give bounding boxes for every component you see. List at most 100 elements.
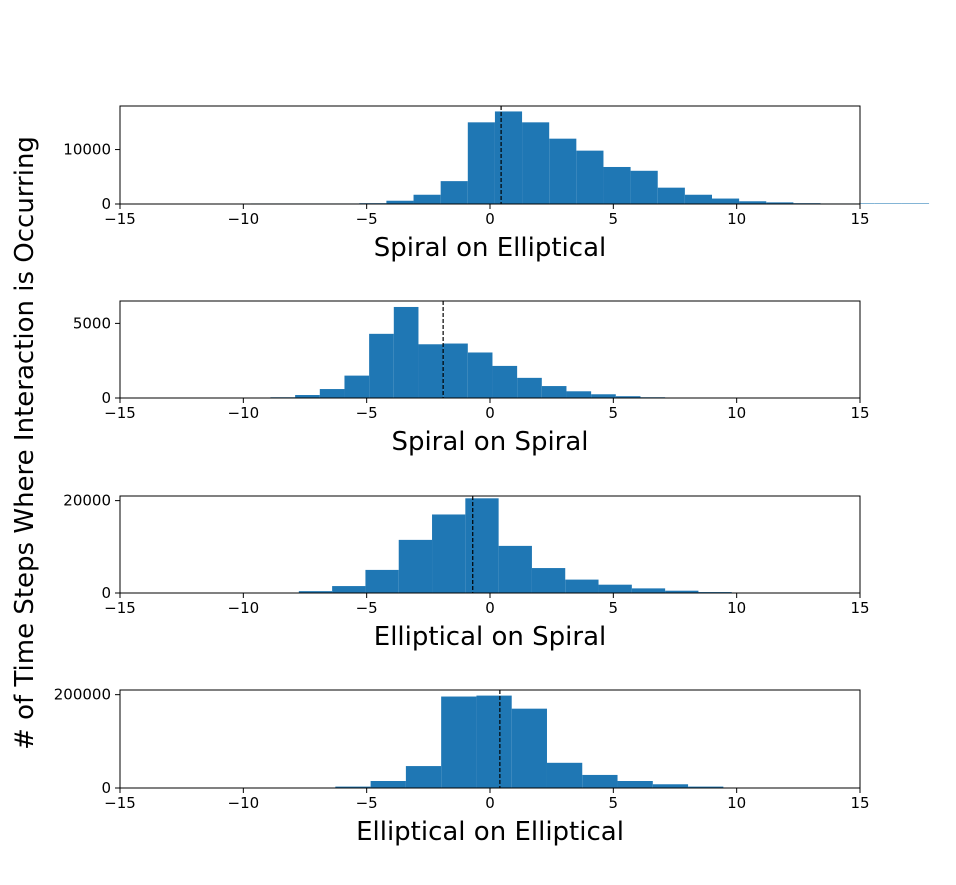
- x-tick-label: 10: [727, 404, 746, 422]
- histogram-bar: [546, 762, 583, 788]
- x-axis-label: Spiral on Spiral: [391, 427, 588, 457]
- x-tick-label: −15: [104, 599, 136, 617]
- histogram-bar: [393, 306, 419, 398]
- histogram-bar: [766, 202, 794, 204]
- subplot-3: −15 −10 −5 0 5 10 15 0 20000 Elliptical on Spiral: [63, 492, 869, 652]
- histogram-bar: [615, 396, 641, 398]
- x-tick-label: 15: [850, 404, 869, 422]
- shared-y-axis-label: # of Time Steps Where Interaction is Occ…: [10, 136, 40, 750]
- x-tick-label: 10: [727, 794, 746, 812]
- x-axis-label: Spiral on Elliptical: [374, 233, 606, 263]
- histogram-bar: [295, 395, 320, 398]
- x-tick-label: 0: [485, 404, 495, 422]
- x-tick-label: −15: [104, 404, 136, 422]
- x-tick-label: 5: [609, 599, 619, 617]
- histogram-bar: [443, 343, 468, 398]
- x-tick-label: 15: [850, 794, 869, 812]
- histogram-bar: [465, 498, 499, 593]
- histogram-bar: [603, 166, 631, 204]
- x-tick-label: 0: [485, 599, 495, 617]
- y-tick-label: 0: [101, 389, 111, 407]
- histogram-bar: [582, 774, 618, 788]
- histogram-bar: [665, 590, 699, 593]
- histogram-bar: [657, 187, 685, 204]
- histogram-bar: [874, 203, 902, 204]
- histogram-bar: [413, 194, 441, 204]
- y-tick-label: 200000: [54, 686, 111, 704]
- histogram-bar: [901, 203, 930, 204]
- histogram-bar: [739, 201, 767, 204]
- y-tick-label: 0: [101, 779, 111, 797]
- x-tick-label: 0: [485, 210, 495, 228]
- histogram-bar: [541, 386, 567, 398]
- histogram-bar: [418, 344, 444, 398]
- histogram-bar: [370, 781, 406, 788]
- histogram-bar: [511, 708, 547, 788]
- x-axis-label: Elliptical on Elliptical: [356, 817, 624, 847]
- x-tick-label: −15: [104, 210, 136, 228]
- histogram-bar: [652, 784, 689, 788]
- histogram-bar: [566, 391, 592, 398]
- histogram-bar: [319, 389, 345, 398]
- histogram-bar: [549, 138, 577, 204]
- histogram-bar: [432, 514, 466, 593]
- histogram-bar: [492, 365, 518, 398]
- y-tick-label: 0: [101, 584, 111, 602]
- x-tick-label: −5: [356, 599, 378, 617]
- histogram-bar: [576, 150, 604, 204]
- y-tick-label: 20000: [63, 492, 111, 510]
- histogram-bar: [591, 394, 616, 398]
- x-tick-label: −15: [104, 794, 136, 812]
- x-tick-label: 5: [609, 794, 619, 812]
- x-tick-label: 15: [850, 599, 869, 617]
- histogram-bar: [344, 375, 370, 398]
- x-tick-label: 5: [609, 404, 619, 422]
- subplot-2: −15 −10 −5 0 5 10 15 0 5000 Spiral on Spiral: [73, 300, 870, 457]
- x-tick-label: −10: [228, 210, 260, 228]
- x-tick-label: 15: [850, 210, 869, 228]
- histogram-bar: [476, 695, 512, 788]
- histogram-bar: [617, 781, 653, 788]
- subplots: −15 −10 −5 0 5 10 15 0 10 0 0 0 Spiral on Elliptical…: [54, 105, 930, 847]
- x-tick-label: −10: [228, 794, 260, 812]
- histogram-bar: [440, 181, 468, 204]
- histogram-bar: [441, 696, 477, 788]
- x-tick-label: 5: [609, 210, 619, 228]
- histogram-bar: [631, 588, 666, 593]
- histogram-bar: [522, 122, 550, 204]
- histogram-bar: [598, 584, 632, 593]
- histogram-bar: [630, 170, 658, 204]
- x-tick-label: 10: [727, 210, 746, 228]
- y-tick-label: 0: [101, 195, 111, 213]
- histogram-bar: [847, 203, 875, 204]
- histogram-bar: [332, 586, 366, 593]
- histogram-bar: [365, 569, 399, 593]
- x-tick-label: −5: [356, 404, 378, 422]
- histogram-bar: [517, 377, 542, 398]
- histogram-bar: [565, 579, 599, 593]
- x-tick-label: 0: [485, 794, 495, 812]
- x-tick-label: −5: [356, 794, 378, 812]
- x-tick-label: −10: [228, 599, 260, 617]
- x-tick-label: −10: [228, 404, 260, 422]
- y-tick-label: 5000: [73, 314, 111, 332]
- histogram-bar: [498, 545, 532, 593]
- histogram-bar: [386, 200, 414, 204]
- histogram-bar: [467, 122, 495, 204]
- x-axis-label: Elliptical on Spiral: [374, 622, 606, 652]
- histogram-bar: [335, 786, 371, 788]
- histogram-bar: [494, 111, 523, 204]
- histogram-bar: [369, 333, 394, 398]
- histogram-bar: [688, 786, 724, 788]
- histogram-bar: [398, 539, 433, 593]
- histogram-bar: [405, 766, 442, 788]
- histogram-bar: [531, 568, 566, 593]
- subplot-4: −15 −10 −5 0 5 10 15 0 200000 Elliptical on Ellip…: [54, 686, 870, 847]
- histogram-bar: [467, 352, 493, 398]
- histogram-bar: [298, 591, 333, 593]
- subplot-1: −15 −10 −5 0 5 10 15 0 10000 Spiral on Elliptical: [63, 105, 930, 263]
- x-tick-label: 10: [727, 599, 746, 617]
- histogram-bar: [684, 194, 712, 204]
- x-tick-label: −5: [356, 210, 378, 228]
